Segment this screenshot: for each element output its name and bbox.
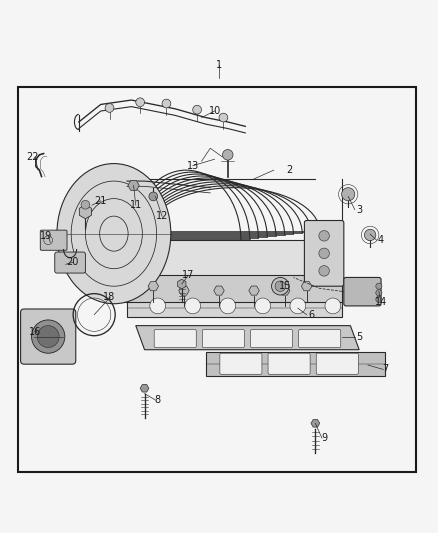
Text: 3: 3 — [356, 205, 362, 215]
Text: 4: 4 — [378, 235, 384, 245]
FancyBboxPatch shape — [55, 252, 85, 273]
Ellipse shape — [57, 164, 171, 304]
Circle shape — [219, 113, 228, 122]
Polygon shape — [179, 286, 189, 295]
Polygon shape — [177, 279, 186, 289]
Circle shape — [149, 192, 158, 201]
FancyBboxPatch shape — [316, 353, 358, 374]
Circle shape — [319, 248, 329, 259]
Circle shape — [319, 265, 329, 276]
Text: 1: 1 — [216, 60, 222, 70]
Polygon shape — [279, 286, 290, 295]
Circle shape — [162, 99, 171, 108]
Text: 21: 21 — [95, 196, 107, 206]
Text: 9: 9 — [321, 433, 327, 443]
Text: 7: 7 — [382, 365, 389, 374]
FancyBboxPatch shape — [127, 294, 342, 317]
FancyBboxPatch shape — [21, 309, 76, 364]
Circle shape — [255, 298, 271, 314]
FancyBboxPatch shape — [123, 275, 342, 302]
Circle shape — [185, 298, 201, 314]
Polygon shape — [249, 286, 259, 295]
Polygon shape — [140, 384, 149, 392]
Circle shape — [32, 320, 65, 353]
FancyBboxPatch shape — [268, 353, 310, 374]
Text: 10: 10 — [208, 106, 221, 116]
Text: 5: 5 — [356, 332, 362, 342]
FancyBboxPatch shape — [40, 230, 67, 251]
Polygon shape — [206, 352, 385, 376]
Circle shape — [376, 283, 382, 289]
FancyBboxPatch shape — [299, 329, 341, 348]
Text: 12: 12 — [156, 211, 168, 221]
Polygon shape — [301, 281, 312, 291]
Circle shape — [223, 150, 233, 160]
Text: 22: 22 — [27, 152, 39, 162]
Polygon shape — [136, 326, 359, 350]
Text: 17: 17 — [182, 270, 194, 280]
Circle shape — [325, 298, 341, 314]
Text: 6: 6 — [308, 310, 314, 320]
Circle shape — [136, 98, 145, 107]
Polygon shape — [214, 286, 224, 295]
Text: 8: 8 — [155, 395, 161, 405]
Bar — [18, 87, 416, 472]
Text: 15: 15 — [279, 281, 291, 291]
Circle shape — [193, 106, 201, 114]
Polygon shape — [128, 181, 139, 190]
Circle shape — [105, 103, 114, 112]
Text: 18: 18 — [103, 292, 116, 302]
FancyBboxPatch shape — [154, 329, 196, 348]
Text: 20: 20 — [66, 257, 78, 267]
Circle shape — [342, 188, 355, 201]
FancyBboxPatch shape — [202, 329, 244, 348]
Circle shape — [319, 231, 329, 241]
Text: 14: 14 — [375, 296, 387, 306]
Text: 19: 19 — [40, 231, 52, 241]
FancyBboxPatch shape — [220, 353, 262, 374]
FancyBboxPatch shape — [251, 329, 293, 348]
Circle shape — [220, 298, 236, 314]
Polygon shape — [148, 281, 159, 291]
Circle shape — [37, 326, 59, 348]
Text: 16: 16 — [29, 327, 41, 337]
FancyBboxPatch shape — [123, 240, 342, 293]
Polygon shape — [79, 205, 92, 219]
Circle shape — [275, 281, 286, 292]
Circle shape — [272, 278, 289, 295]
FancyBboxPatch shape — [304, 221, 344, 286]
Text: 13: 13 — [187, 161, 199, 171]
Circle shape — [81, 200, 90, 209]
FancyBboxPatch shape — [344, 278, 381, 306]
Circle shape — [376, 290, 382, 296]
Circle shape — [150, 298, 166, 314]
Circle shape — [364, 229, 376, 241]
Circle shape — [290, 298, 306, 314]
Text: 11: 11 — [130, 200, 142, 210]
Text: 2: 2 — [286, 165, 292, 175]
Polygon shape — [311, 419, 320, 427]
Circle shape — [376, 296, 382, 302]
